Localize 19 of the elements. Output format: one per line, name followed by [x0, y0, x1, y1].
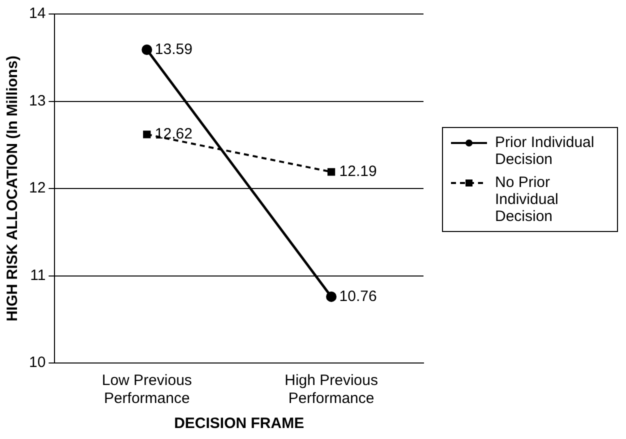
y-axis-title: HIGH RISK ALLOCATION (In Millions) [4, 56, 22, 322]
x-tick-label: High Previous Performance [284, 372, 378, 408]
point [327, 168, 336, 176]
y-tick-label: 13 [28, 92, 46, 110]
point [143, 130, 151, 138]
data-label: 10.76 [339, 288, 377, 305]
x-tick-label: Low Previous Performance [102, 372, 192, 408]
data-label: 13.59 [154, 40, 192, 58]
data-label: 12.19 [339, 163, 377, 180]
data-label: 12.62 [154, 126, 192, 143]
y-tick-label: 10 [28, 354, 46, 372]
x-axis-title: DECISION FRAME [174, 415, 304, 432]
point [326, 291, 337, 302]
y-tick-label: 12 [28, 180, 46, 197]
y-tick-label: 11 [30, 266, 46, 284]
y-tick-label: 14 [28, 5, 46, 22]
point [142, 44, 152, 56]
legend-label: Prior Individual Decision [495, 134, 596, 168]
legend-label: No Prior Individual Decision [495, 174, 560, 225]
